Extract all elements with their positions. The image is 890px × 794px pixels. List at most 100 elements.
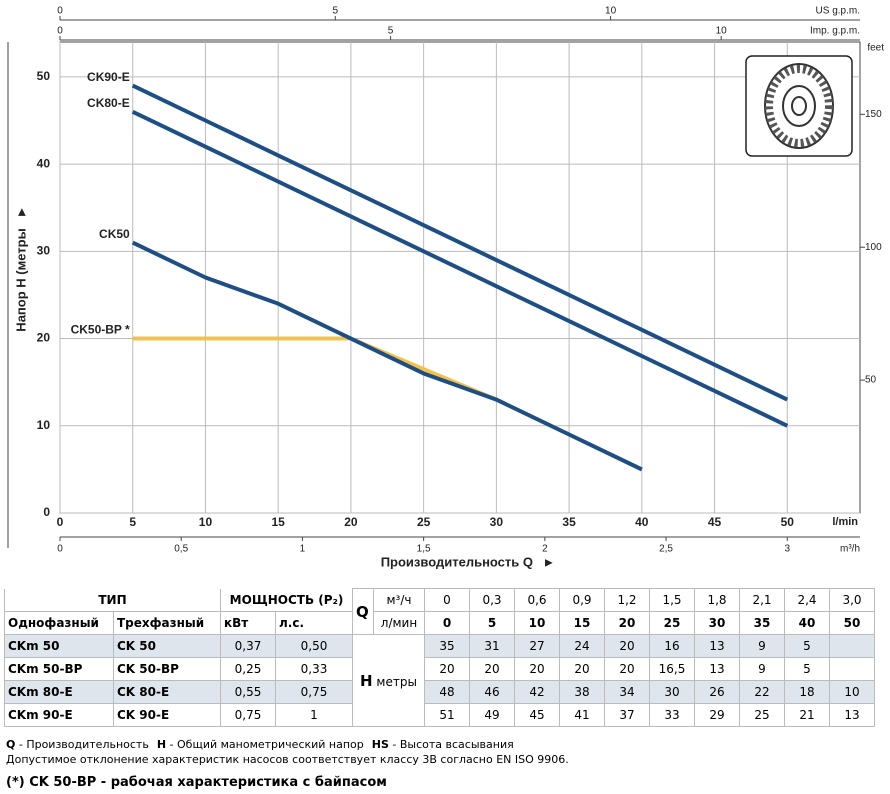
x-tick-label: 30 [490, 515, 504, 529]
cell: CKm 80-E [4, 680, 114, 704]
cell: 0,75 [220, 703, 276, 727]
cell: 16 [649, 634, 695, 658]
bottom-axis-tick-label: 1 [300, 544, 306, 555]
y-axis-title: Напор H (метры [13, 228, 28, 331]
note-text: - Производительность [18, 738, 149, 751]
legend-notes: Q - Производительность H - Общий манометр… [6, 738, 522, 751]
chart: Напор H (метры ▶ Производительность Q ▶ … [7, 6, 884, 569]
cell: 2,4 [784, 588, 830, 612]
cell: 49 [469, 703, 515, 727]
cell: 5 [784, 657, 830, 681]
y2-unit: feet [867, 43, 884, 54]
cell: 1,2 [604, 588, 650, 612]
cell: 40 [784, 611, 830, 635]
y-tick-label: 40 [37, 156, 51, 170]
series-line [131, 240, 643, 472]
empty-cell [829, 634, 875, 658]
top-axis-tick-label: 5 [388, 26, 394, 37]
y-tick-label: 10 [37, 418, 51, 432]
cell: CKm 50 [4, 634, 114, 658]
cell: 10 [829, 680, 875, 704]
header-row: Однофазный Трехфазный кВт л.с. л/мин 0 5 10 15 20… [4, 611, 875, 635]
cell: CKm 90-E [4, 703, 114, 727]
cell: 2,1 [739, 588, 785, 612]
series-label: CK80-E [87, 96, 130, 110]
cell: 35 [739, 611, 785, 635]
cell: л.с. [275, 611, 353, 635]
y-tick-label: 0 [43, 505, 50, 519]
cell: CK 50 [113, 634, 221, 658]
cell: 16,5 [649, 657, 695, 681]
top-axis-tick-label: 10 [716, 26, 728, 37]
cell: 51 [424, 703, 470, 727]
cell: 5 [469, 611, 515, 635]
plot-area [59, 41, 861, 514]
series-line [131, 83, 789, 402]
head-unit: метры [376, 674, 417, 689]
cell: кВт [220, 611, 276, 635]
cell: Q [352, 588, 374, 635]
cell: 15 [559, 611, 605, 635]
cell: 26 [694, 680, 740, 704]
cell: 0,55 [220, 680, 276, 704]
x-tick-label: 10 [199, 515, 213, 529]
arrow: ▶ [545, 558, 553, 569]
note-key: H [156, 738, 167, 751]
cell: 0,50 [275, 634, 353, 658]
cell: 20 [604, 657, 650, 681]
series-line [131, 109, 789, 428]
x-tick-label: 15 [272, 515, 286, 529]
cell: 25 [649, 611, 695, 635]
x-axis-title: Производительность Q [381, 554, 533, 569]
cell: 0,75 [275, 680, 353, 704]
cell: 33 [649, 703, 695, 727]
data-row: CKm 90-E CK 90-E 0,75 1 51 49 45 41 37 33 29 25 21 13 [4, 703, 875, 727]
cell: CK 90-E [113, 703, 221, 727]
cell: 9 [739, 657, 785, 681]
x-tick-label: 5 [129, 515, 136, 529]
y2-tick-label: 150 [865, 109, 882, 120]
series-label: CK50-BP * [71, 323, 130, 337]
cell: 0 [424, 611, 470, 635]
cell: 35 [424, 634, 470, 658]
cell: 0,33 [275, 657, 353, 681]
y-tick-label: 50 [37, 69, 51, 83]
x-tick-label: 40 [635, 515, 649, 529]
cell: 0,37 [220, 634, 276, 658]
top-axis-unit: US g.p.m. [816, 6, 860, 17]
cell: 13 [694, 657, 740, 681]
cell: 20 [559, 657, 605, 681]
cell: 20 [424, 657, 470, 681]
cell: 10 [514, 611, 560, 635]
cell: 18 [784, 680, 830, 704]
cell: 1,5 [649, 588, 695, 612]
cell: 21 [784, 703, 830, 727]
series-label: CK90-E [87, 70, 130, 84]
head-symbol: H [360, 671, 373, 690]
note-key: Q [6, 738, 16, 751]
cell: МОЩНОСТЬ (P₂) [220, 588, 353, 612]
y-tick-label: 20 [37, 331, 51, 345]
cell: 48 [424, 680, 470, 704]
y2-tick-label: 100 [865, 242, 882, 253]
tolerance-note: Допустимое отклонение характеристик насо… [6, 753, 569, 766]
cell: 1,8 [694, 588, 740, 612]
head-cell: H метры [352, 634, 425, 727]
footnote: (*) CK 50-BP - рабочая характеристика с … [6, 775, 387, 790]
cell: м³/ч [373, 588, 425, 612]
x-unit: l/min [832, 516, 858, 528]
cell: 0 [424, 588, 470, 612]
empty-cell [829, 657, 875, 681]
top-axis-tick-label: 5 [333, 6, 339, 17]
bottom-axis-tick-label: 3 [784, 544, 790, 555]
cell: 25 [739, 703, 785, 727]
y2-tick-label: 50 [865, 375, 877, 386]
x-tick-label: 35 [562, 515, 576, 529]
cell: ТИП [4, 588, 221, 612]
x-tick-label: 50 [781, 515, 795, 529]
cell: 9 [739, 634, 785, 658]
pump-icon [745, 55, 853, 157]
arrow: ▶ [17, 208, 28, 216]
